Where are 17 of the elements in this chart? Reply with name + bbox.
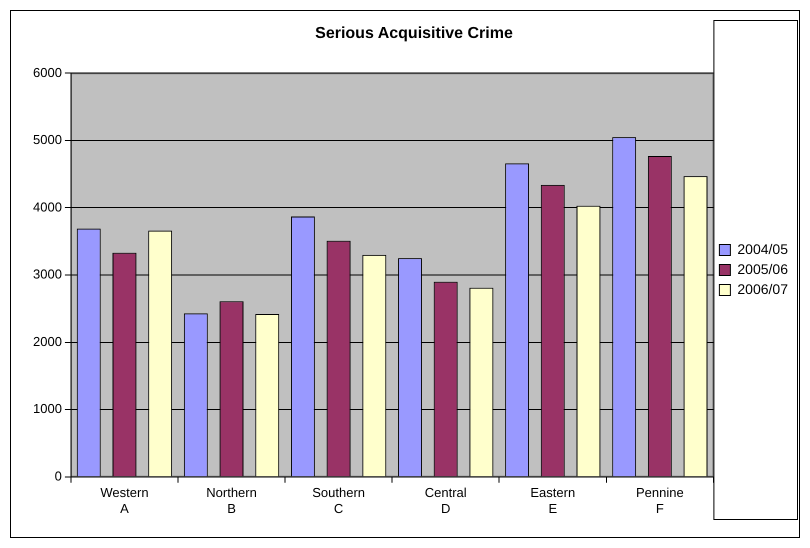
x-tick-label: Southern C bbox=[312, 485, 365, 516]
x-tick-label: Western A bbox=[100, 485, 149, 516]
legend-label: 2005/06 bbox=[737, 260, 788, 277]
chart-title: Serious Acquisitive Crime bbox=[315, 25, 513, 42]
x-tick-label: Pennine F bbox=[636, 485, 684, 516]
x-tick-label: Central D bbox=[424, 485, 467, 516]
y-tick-label: 5000 bbox=[33, 132, 62, 148]
legend-label: 2006/07 bbox=[737, 280, 788, 297]
y-tick-label: 1000 bbox=[33, 401, 62, 416]
x-tick-label: Northern B bbox=[206, 485, 257, 516]
y-tick-label: 6000 bbox=[33, 64, 62, 80]
y-tick-label: 2000 bbox=[33, 334, 62, 349]
y-tick-label: 0 bbox=[54, 468, 62, 484]
y-tick-label: 4000 bbox=[33, 199, 62, 214]
y-tick-label: 3000 bbox=[33, 266, 62, 282]
x-tick-label: Eastern E bbox=[530, 485, 576, 516]
legend-label: 2004/05 bbox=[737, 240, 788, 257]
